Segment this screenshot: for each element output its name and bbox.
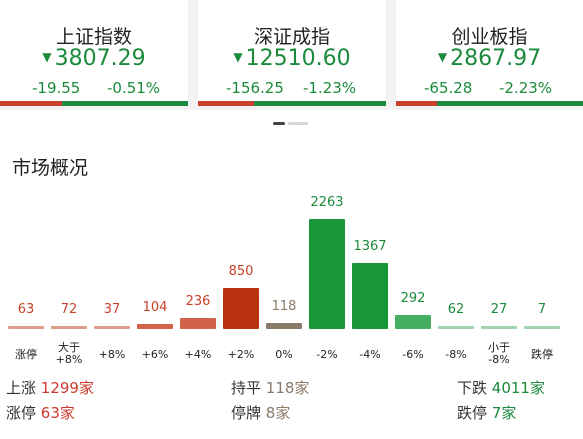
- chart-bar-value: 62: [447, 301, 465, 317]
- index-change-pct: -2.23%: [499, 79, 553, 97]
- section-title: 市场概况: [12, 157, 89, 179]
- chart-category-label: 小于 -8%: [488, 341, 510, 366]
- chart-category-label: +2%: [227, 348, 255, 361]
- index-card-sh[interactable]: 上证指数 ▼ 3807.29 -19.55 -0.51%: [0, 0, 188, 106]
- index-change: -19.55: [32, 79, 81, 97]
- chart-bar-value: 118: [271, 299, 297, 315]
- breadth-bar-up: [0, 101, 63, 106]
- chart-category-label: -8%: [445, 348, 467, 361]
- chart-bar: [309, 219, 345, 329]
- index-change-pct: -1.23%: [303, 79, 357, 97]
- index-name: 创业板指: [451, 26, 528, 48]
- chart-bar-value: 27: [490, 302, 508, 317]
- chart-bar-value: 1367: [353, 238, 387, 254]
- chart-bar: [137, 323, 173, 329]
- chart-bar-value: 2263: [310, 195, 344, 210]
- index-change: -65.28: [424, 79, 473, 97]
- chart-bar: [8, 325, 44, 329]
- index-name: 深证成指: [253, 26, 330, 48]
- chart-bar: [94, 326, 130, 329]
- chart-bar-value: 37: [103, 302, 121, 317]
- down-arrow-icon: ▼: [42, 50, 52, 64]
- chart-bar: [352, 262, 388, 329]
- breadth-bar: [198, 101, 386, 106]
- chart-category-label: -2%: [316, 348, 338, 361]
- chart-category-label: +6%: [141, 348, 169, 361]
- chart-bar-value: 104: [142, 299, 168, 315]
- chart-bar-value: 292: [400, 290, 426, 306]
- stat-limit-down: 跌停 7家: [457, 404, 517, 422]
- chart-bar-value: 72: [60, 301, 78, 317]
- breadth-bar: [396, 101, 583, 106]
- index-name: 上证指数: [55, 26, 132, 48]
- chart-bar-value: 236: [185, 293, 211, 309]
- index-price: ▼ 12510.60: [233, 46, 351, 71]
- chart-category-label: +4%: [184, 348, 212, 361]
- breadth-bar: [0, 101, 188, 106]
- index-price: ▼ 3807.29: [42, 46, 146, 71]
- chart-category-label: 大于 +8%: [55, 341, 83, 366]
- chart-category-label: -4%: [359, 348, 381, 361]
- stat-suspended: 停牌 8家: [231, 404, 291, 422]
- index-cards: 上证指数 ▼ 3807.29 -19.55 -0.51% 深证成指 ▼ 12510.…: [0, 0, 583, 110]
- chart-bar: [481, 326, 517, 329]
- chart-bar: [266, 323, 302, 329]
- chart-bar-value: 63: [17, 301, 35, 317]
- chart-bar: [524, 326, 560, 329]
- chart-bar: [223, 287, 259, 329]
- index-change: -156.25: [226, 79, 284, 97]
- down-arrow-icon: ▼: [233, 50, 243, 64]
- chart-bar: [180, 317, 216, 329]
- chart-bar: [51, 325, 87, 329]
- stat-down: 下跌 4011家: [457, 379, 545, 397]
- chart-category-label: 涨停: [15, 348, 37, 361]
- stat-limit-up: 涨停 63家: [6, 404, 75, 422]
- chart-category-label: +8%: [98, 348, 126, 361]
- down-arrow-icon: ▼: [437, 50, 448, 64]
- chart-bar: [438, 325, 474, 329]
- chart-category-label: 0%: [275, 348, 293, 361]
- breadth-bar-down: [437, 101, 583, 106]
- stat-flat: 持平 118家: [231, 379, 310, 397]
- index-change-pct: -0.51%: [107, 79, 161, 97]
- index-card-sz[interactable]: 深证成指 ▼ 12510.60 -156.25 -1.23%: [198, 0, 386, 106]
- stat-up: 上涨 1299家: [6, 379, 94, 397]
- breadth-bar-down: [62, 101, 188, 106]
- chart-bar-value: 7: [537, 302, 547, 317]
- chart-bar-value: 850: [228, 263, 254, 279]
- pager-dot[interactable]: [288, 122, 308, 125]
- index-price: ▼ 2867.97: [437, 46, 542, 71]
- breadth-bar-down: [254, 101, 386, 106]
- chart-bar: [395, 314, 431, 329]
- pager-dot-active[interactable]: [273, 122, 285, 125]
- chart-category-label: 跌停: [531, 348, 553, 361]
- breadth-bar-up: [198, 101, 255, 106]
- index-card-cyb[interactable]: 创业板指 ▼ 2867.97 -65.28 -2.23%: [396, 0, 583, 106]
- breadth-bar-up: [396, 101, 438, 106]
- chart-category-label: -6%: [402, 348, 424, 361]
